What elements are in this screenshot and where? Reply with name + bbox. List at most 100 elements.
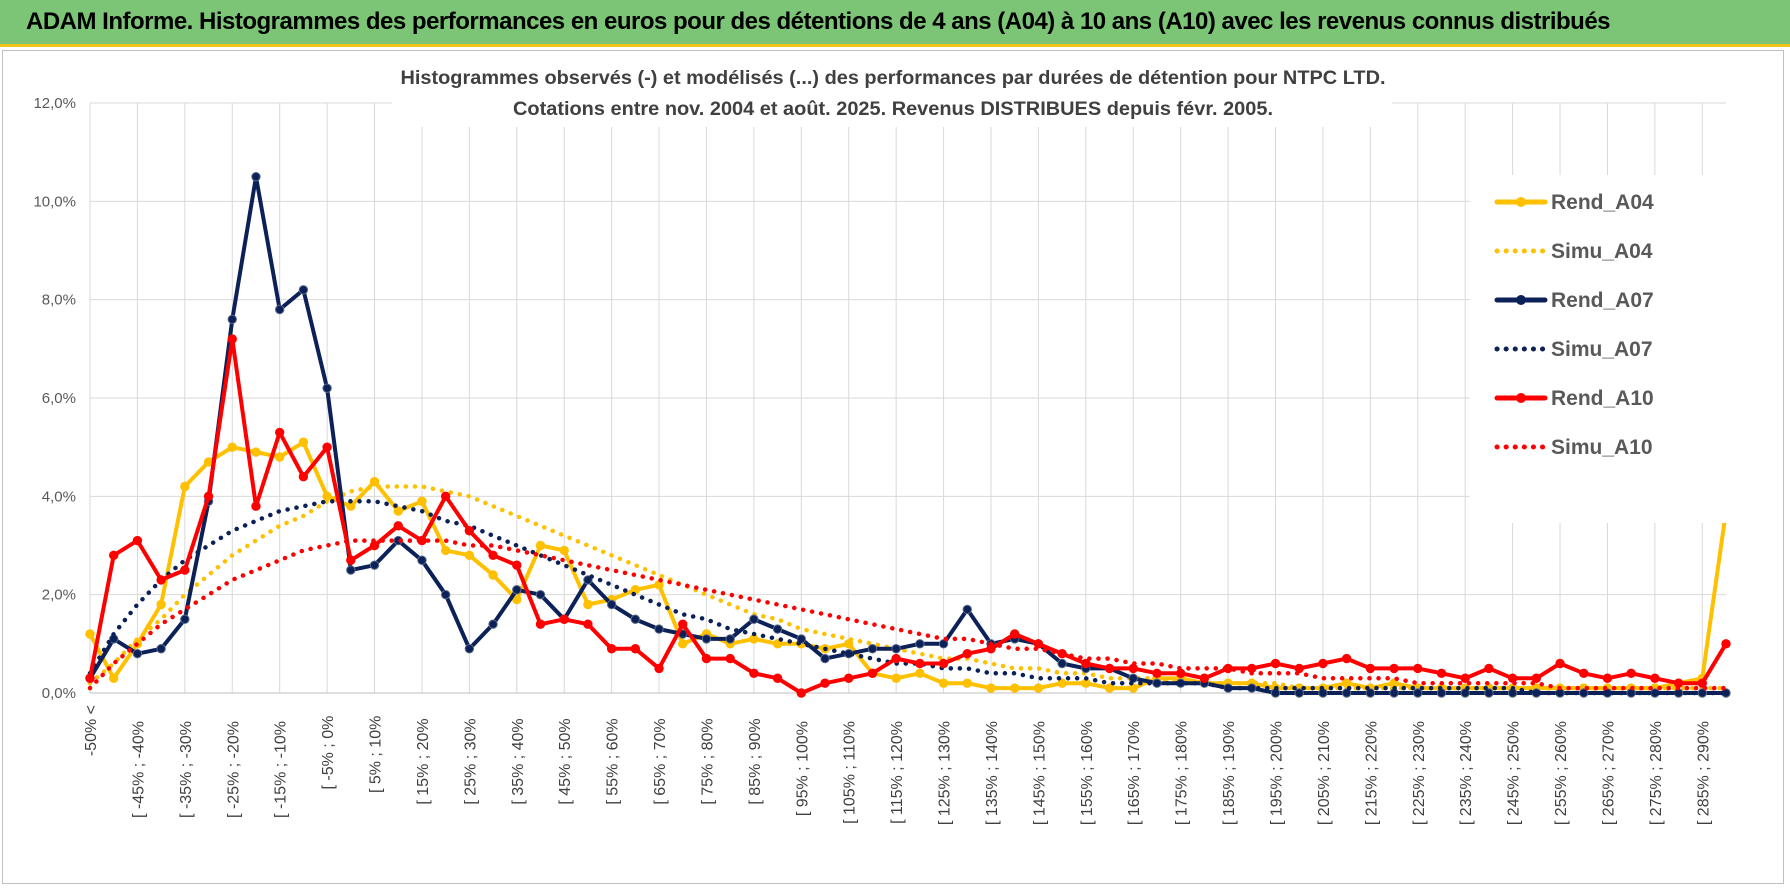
data-point-rend-a10 — [251, 501, 261, 511]
legend-label-simu-a10: Simu_A10 — [1551, 436, 1653, 459]
data-point-rend-a10 — [1579, 668, 1589, 679]
data-point-rend-a07 — [1294, 688, 1304, 698]
x-tick-label: [ 285% ; 290% — [1695, 721, 1712, 825]
data-point-rend-a04 — [559, 545, 569, 556]
data-point-rend-a07 — [1057, 658, 1067, 669]
series-line-rend-a04 — [88, 440, 1728, 691]
data-point-rend-a10 — [654, 663, 664, 674]
data-point-rend-a04 — [1033, 683, 1044, 693]
data-point-rend-a10 — [109, 550, 119, 561]
data-point-rend-a10 — [1436, 668, 1447, 679]
legend-label-simu-a04: Simu_A04 — [1551, 240, 1653, 263]
y-tick-label: 8,0% — [42, 292, 76, 309]
data-point-rend-a04 — [85, 629, 95, 639]
data-point-rend-a10 — [820, 678, 830, 688]
data-point-rend-a10 — [725, 653, 735, 664]
data-point-rend-a10 — [156, 575, 166, 585]
x-tick-label: [ 225% ; 230% — [1411, 721, 1428, 825]
data-point-rend-a10 — [701, 653, 712, 664]
x-tick-label: [ 55% ; 60% — [605, 718, 622, 804]
x-tick-label: [ 145% ; 150% — [1031, 721, 1048, 825]
data-point-rend-a04 — [180, 481, 190, 492]
data-point-rend-a04 — [322, 491, 332, 502]
data-point-rend-a10 — [559, 614, 569, 624]
data-point-rend-a10 — [1270, 658, 1281, 669]
x-tick-label: [ -15% ; -10% — [273, 721, 290, 818]
data-point-rend-a10 — [772, 673, 783, 683]
data-point-rend-a10 — [1721, 639, 1731, 649]
series-line-simu-a10 — [87, 538, 1729, 691]
data-point-rend-a07 — [346, 565, 356, 575]
x-tick-label: [ -45% ; -40% — [130, 721, 147, 818]
data-point-rend-a07 — [156, 644, 166, 654]
data-point-rend-a07 — [1460, 688, 1470, 698]
data-point-rend-a04 — [298, 437, 309, 447]
data-point-rend-a10 — [1152, 668, 1162, 679]
data-point-rend-a07 — [630, 614, 641, 624]
data-point-rend-a10 — [1413, 663, 1423, 674]
data-point-rend-a07 — [535, 589, 546, 600]
data-point-rend-a10 — [440, 491, 451, 502]
data-point-rend-a10 — [1081, 658, 1091, 669]
x-tick-label: [ -35% ; -30% — [178, 721, 195, 818]
data-point-rend-a07 — [867, 644, 878, 654]
x-tick-label: [ 275% ; 280% — [1648, 721, 1665, 825]
data-point-rend-a04 — [678, 639, 688, 649]
histogram-line-chart: 0,0% 2,0% 4,0% 6,0% 8,0% 10,0% 12,0% -50% < [ -… — [33, 59, 1732, 825]
data-point-rend-a04 — [583, 599, 593, 610]
chart-subtitle: Cotations entre nov. 2004 et août. 2025.… — [513, 99, 1273, 120]
data-point-rend-a07 — [512, 585, 522, 595]
legend-label-rend-a10: Rend_A10 — [1551, 387, 1654, 410]
data-point-rend-a04 — [891, 673, 901, 683]
x-tick-label: [ 135% ; 140% — [984, 721, 1001, 825]
data-point-rend-a04 — [417, 496, 427, 506]
data-point-rend-a10 — [1484, 663, 1494, 674]
y-tick-label: 12,0% — [33, 95, 76, 112]
data-point-rend-a07 — [962, 604, 972, 615]
data-point-rend-a07 — [725, 634, 735, 644]
data-point-rend-a10 — [488, 550, 498, 561]
data-point-rend-a10 — [1602, 673, 1613, 683]
x-tick-label: [ 165% ; 170% — [1126, 721, 1143, 825]
x-tick-label: [ 85% ; 90% — [747, 718, 764, 804]
data-point-rend-a07 — [915, 639, 925, 649]
data-point-rend-a10 — [298, 471, 309, 482]
data-point-rend-a10 — [962, 648, 972, 659]
data-point-rend-a10 — [1033, 639, 1044, 649]
data-point-rend-a07 — [1436, 688, 1447, 698]
data-point-rend-a10 — [1697, 678, 1707, 688]
data-point-rend-a10 — [1175, 668, 1186, 679]
data-point-rend-a10 — [1128, 663, 1138, 674]
data-point-rend-a07 — [417, 555, 427, 565]
chart-title: Histogrammes observés (-) et modélisés (… — [401, 68, 1386, 89]
series-line-simu-a04 — [87, 484, 1729, 691]
data-point-rend-a04 — [274, 452, 285, 462]
x-tick-label: [ 125% ; 130% — [937, 721, 954, 825]
x-tick-label: [ 185% ; 190% — [1221, 721, 1238, 825]
data-point-rend-a10 — [512, 560, 522, 570]
data-point-rend-a07 — [772, 624, 783, 634]
data-point-rend-a04 — [986, 683, 996, 693]
data-point-rend-a10 — [85, 673, 95, 683]
x-tick-label: [ 195% ; 200% — [1269, 721, 1286, 825]
data-point-rend-a07 — [274, 304, 285, 315]
x-tick-label: [ 15% ; 20% — [415, 718, 432, 804]
series-layer — [85, 172, 1731, 698]
y-tick-label: 6,0% — [42, 390, 76, 407]
y-tick-label: 0,0% — [42, 685, 76, 702]
data-point-rend-a10 — [915, 658, 925, 669]
data-point-rend-a10 — [606, 644, 617, 654]
data-point-rend-a04 — [369, 476, 380, 487]
data-point-rend-a10 — [1389, 663, 1399, 674]
y-tick-label: 2,0% — [42, 587, 76, 604]
series-line-rend-a10 — [88, 337, 1728, 695]
legend: Rend_A04 Simu_A04 Rend_A07 Simu_A07 Rend_A10… — [1470, 175, 1732, 523]
x-tick-label: [ 5% ; 10% — [368, 716, 385, 793]
data-point-rend-a07 — [251, 172, 261, 182]
x-tick-label: [ 155% ; 160% — [1079, 721, 1096, 825]
data-point-rend-a07 — [701, 634, 712, 644]
data-point-rend-a10 — [583, 619, 593, 629]
data-point-rend-a10 — [346, 555, 356, 565]
data-point-rend-a10 — [1318, 658, 1328, 669]
data-point-rend-a04 — [227, 442, 237, 452]
